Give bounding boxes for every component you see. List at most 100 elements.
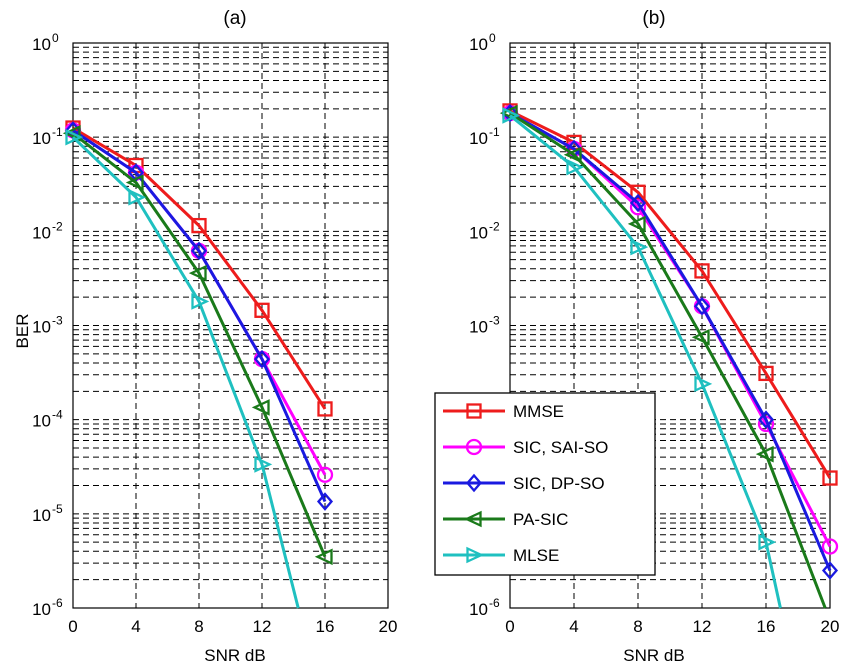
panel-a-axes-frame	[72, 42, 389, 609]
panel-b-point-sic-sai-so	[821, 538, 839, 555]
panel-a-xtick-label: 12	[253, 617, 272, 636]
panel-b-xtick-label: 20	[821, 617, 840, 636]
panel-a-ytick-exponent: -6	[52, 596, 63, 610]
panel-b-point-mlse	[566, 158, 585, 176]
panel-b-point-sic-dp-so	[693, 297, 711, 316]
panel-a-point-pa-sic	[62, 124, 81, 142]
panel-a-series-line-sic-dp-so	[72, 129, 327, 503]
panel-b-point-sic-sai-so	[629, 199, 647, 216]
panel-a-series-line-mlse	[71, 136, 300, 609]
panel-a-ytick-label: 10	[32, 35, 51, 54]
panel-a-point-pa-sic	[251, 399, 270, 416]
panel-a-ytick-label: 10	[32, 412, 51, 431]
panel-a-xlabel: SNR dB	[204, 646, 265, 665]
panel-b-ytick-label: 10	[469, 318, 488, 337]
panel-b-point-mmse	[694, 263, 710, 279]
legend-label: SIC, SAI-SO	[513, 438, 608, 457]
panel-b-ytick-label: 10	[469, 129, 488, 148]
panel-a-ytick-label: 10	[32, 600, 51, 619]
legend-marker	[465, 438, 483, 456]
panel-b-point-pa-sic	[755, 445, 774, 463]
legend-marker	[463, 510, 482, 528]
panel-a-ytick-exponent: 0	[52, 31, 59, 45]
panel-a-point-mmse	[317, 401, 333, 417]
panel-a-ytick-label: 10	[32, 506, 51, 525]
panel-b-point-sic-dp-so	[757, 410, 775, 429]
legend-marker	[466, 546, 485, 564]
panel-b-point-mmse	[822, 470, 838, 486]
panel-a-ytick-exponent: -4	[52, 408, 63, 422]
panel-b-point-mlse	[630, 238, 649, 256]
panel-b-point-mmse	[630, 184, 646, 200]
panel-a-ytick-label: 10	[32, 223, 51, 242]
panel-a-point-sic-dp-so	[253, 349, 271, 369]
legend-marker	[466, 403, 482, 419]
panel-b-ytick-exponent: 0	[489, 31, 496, 45]
panel-b-series	[499, 103, 839, 609]
panel-b-point-mlse	[758, 533, 777, 551]
panel-a-point-mlse	[254, 456, 273, 473]
panel-a-ytick-label: 10	[32, 129, 51, 148]
panel-a-ylabel: BER	[13, 314, 32, 349]
panel-a-point-pa-sic	[188, 264, 207, 282]
panel-a-point-mlse	[65, 128, 84, 146]
panel-b-axes-frame	[509, 42, 831, 609]
panel-a-point-pa-sic	[314, 548, 333, 566]
panel-a-point-sic-dp-so	[316, 492, 334, 511]
panel-b-series-line-mlse	[509, 114, 782, 609]
panel-b-ytick-exponent: -6	[489, 596, 500, 610]
panel-a-title: (a)	[223, 8, 246, 29]
panel-b-point-sic-dp-so	[821, 561, 839, 580]
panel-a-ytick-exponent: -1	[52, 125, 63, 139]
panel-a-point-mlse	[128, 188, 147, 206]
panel-a-point-mmse	[254, 302, 270, 318]
panel-b-point-mlse	[502, 107, 521, 124]
panel-b-xlabel: SNR dB	[623, 646, 684, 665]
panel-b-point-pa-sic	[691, 328, 710, 346]
panel-a-series-line-mmse	[72, 126, 327, 410]
panel-b-xtick-label: 12	[693, 617, 712, 636]
panel-b-series-line-mmse	[509, 109, 832, 479]
panel-b-point-pa-sic	[627, 215, 646, 233]
panel-b-ytick-exponent: -3	[489, 314, 500, 328]
panel-a-series-line-pa-sic	[72, 132, 327, 558]
panel-a-point-pa-sic	[125, 174, 144, 191]
legend-label: MMSE	[513, 402, 564, 421]
legend-marker	[465, 473, 483, 493]
panel-b-ytick-label: 10	[469, 223, 488, 242]
panel-b-xtick-label: 0	[505, 617, 514, 636]
panel-a-point-sic-dp-so	[190, 241, 208, 261]
legend: MMSE SIC, SAI-SO SIC, DP-SO PA-SIC MLSE	[434, 392, 656, 576]
panel-b-ytick-exponent: -1	[489, 125, 500, 139]
panel-a-xtick-label: 20	[379, 617, 398, 636]
panel-b-xtick-label: 8	[633, 617, 642, 636]
panel-a-ytick-exponent: -5	[52, 502, 63, 516]
legend-label: MLSE	[513, 546, 559, 565]
panel-b-title: (b)	[642, 8, 665, 29]
panel-b-point-mmse	[758, 365, 774, 382]
panel-b-series-line-pa-sic	[509, 111, 827, 609]
panel-b-ytick-label: 10	[469, 600, 488, 619]
panel-b-xtick-label: 16	[757, 617, 776, 636]
panel-b-xtick-label: 4	[569, 617, 578, 636]
panel-a-plot-area	[73, 43, 388, 608]
panel-b-point-mlse	[694, 375, 713, 393]
panel-b-point-pa-sic	[563, 146, 582, 164]
panel-b-series-line-sic-dp-so	[509, 111, 832, 572]
panel-a-xtick-label: 8	[194, 617, 203, 636]
panel-a-series	[62, 120, 334, 609]
panel-a-xtick-label: 0	[68, 617, 77, 636]
panel-b-ytick-exponent: -2	[489, 219, 500, 233]
panel-a-point-mlse	[191, 293, 210, 310]
panel-a-point-sic-sai-so	[316, 466, 334, 483]
panel-a-ytick-label: 10	[32, 318, 51, 337]
panel-a-ytick-exponent: -3	[52, 314, 63, 328]
panel-a-point-mmse	[191, 217, 207, 234]
panel-b-point-sic-dp-so	[629, 193, 647, 213]
legend-label: PA-SIC	[513, 510, 568, 529]
legend-label: SIC, DP-SO	[513, 474, 605, 493]
panel-a-ytick-exponent: -2	[52, 219, 63, 233]
panel-b-ytick-label: 10	[469, 35, 488, 54]
